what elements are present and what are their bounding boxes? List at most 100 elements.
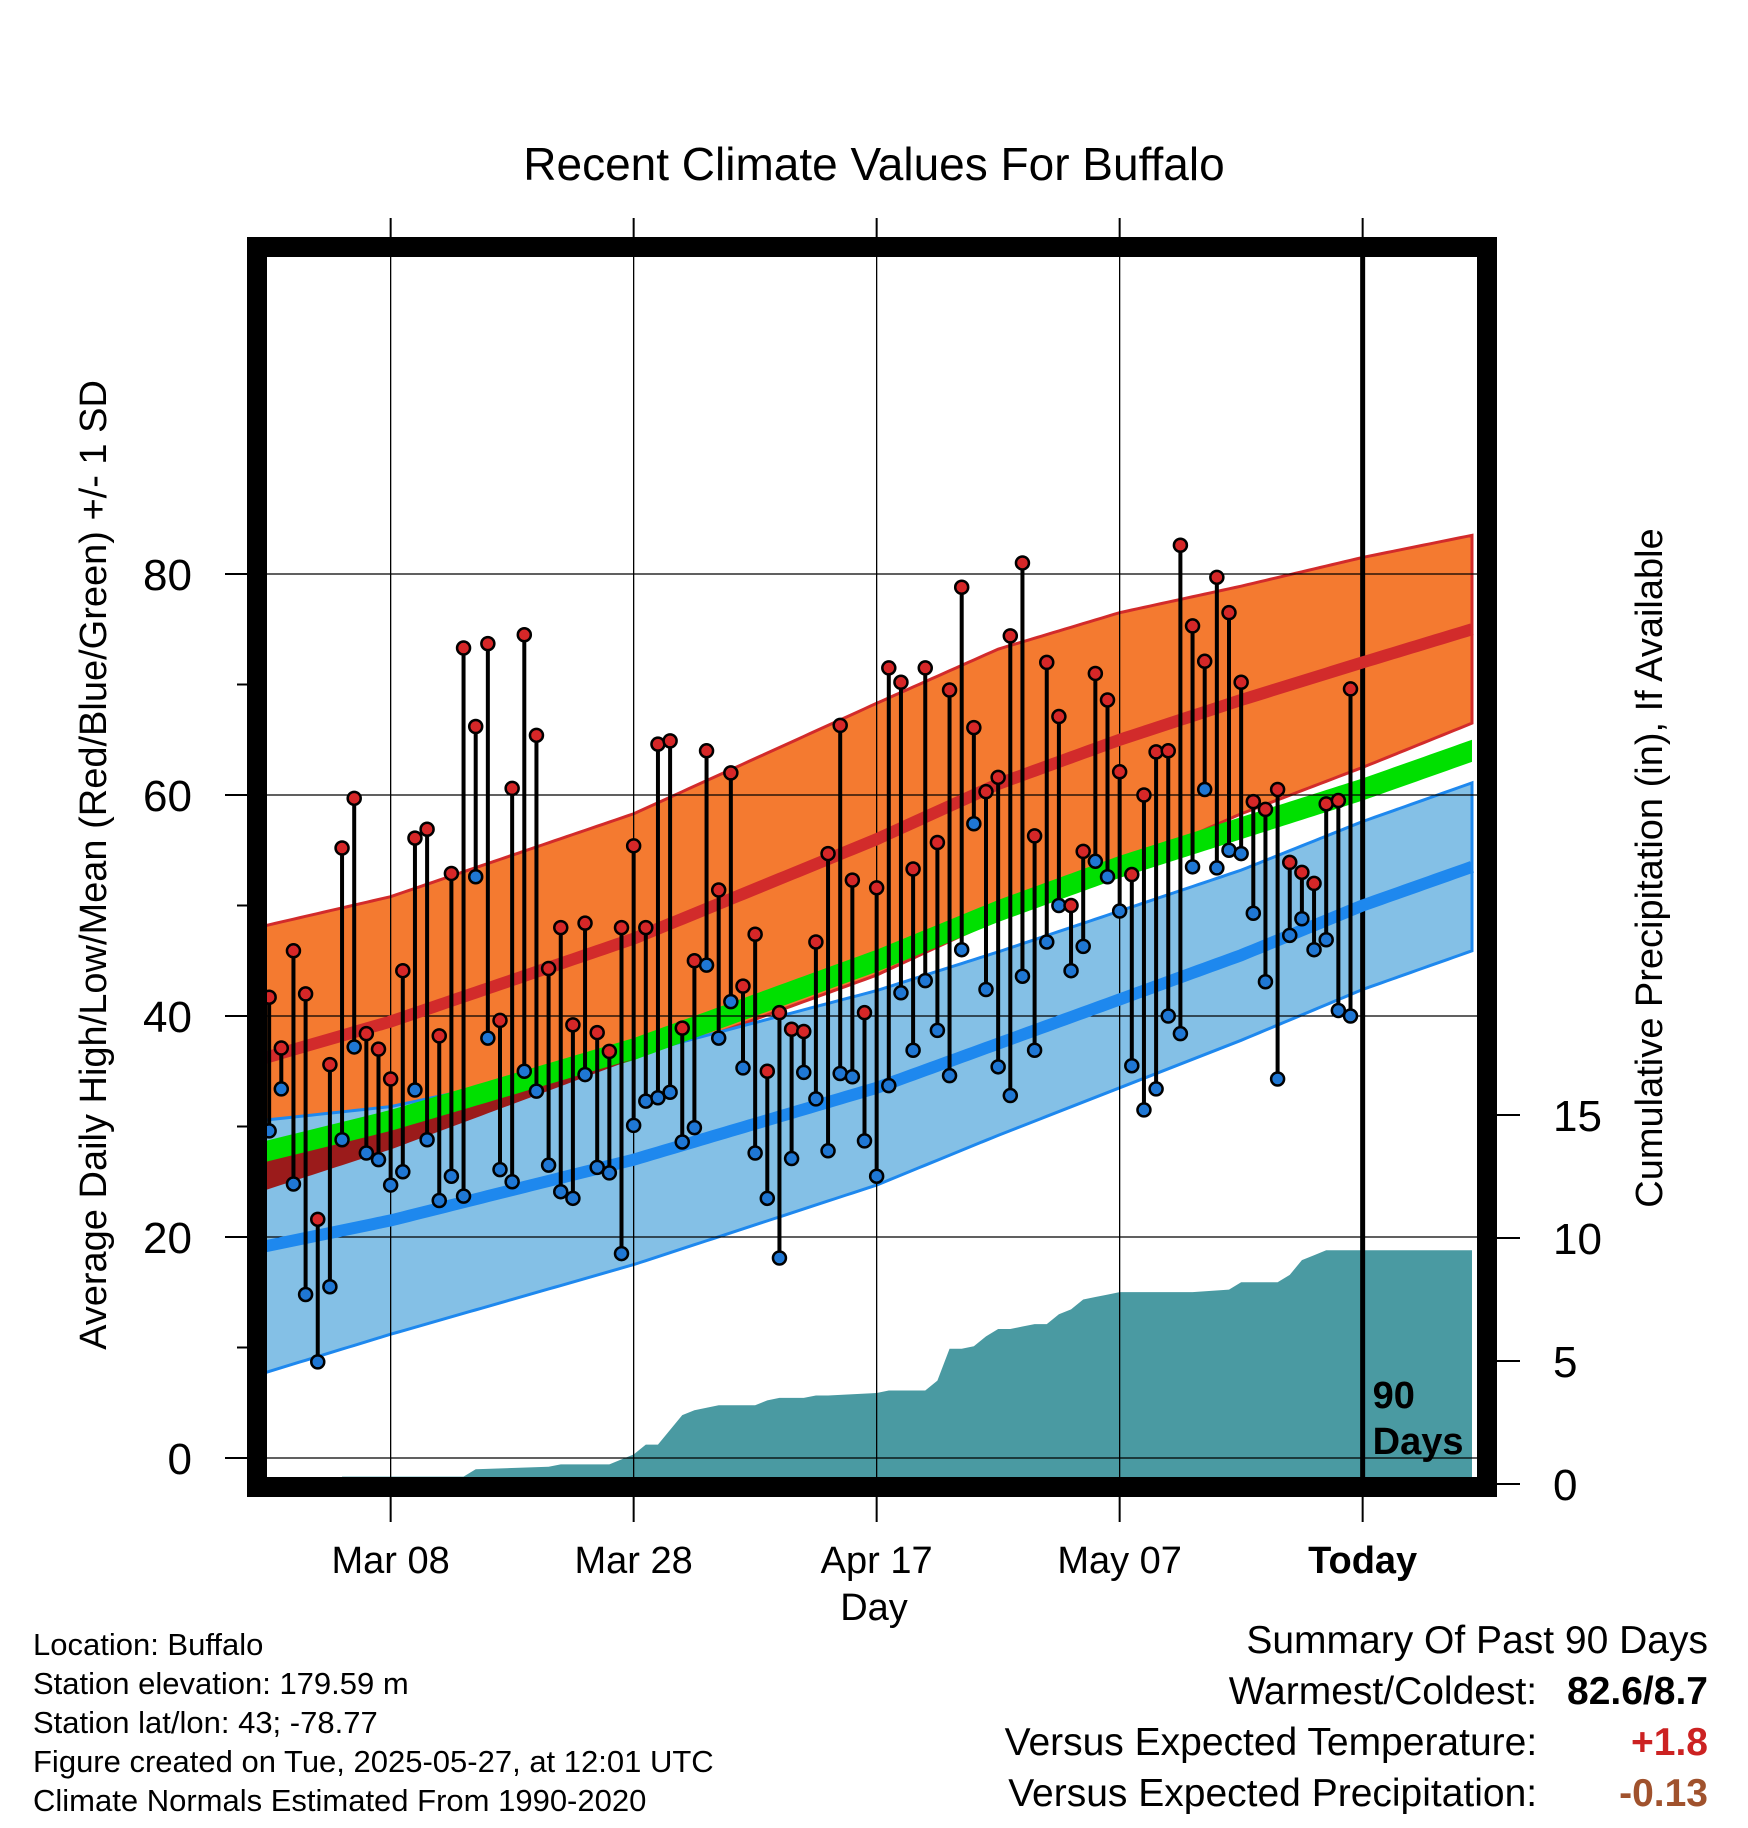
- high-point: [1026, 828, 1043, 844]
- low-point: [480, 1030, 496, 1046]
- low-point: [966, 815, 982, 832]
- high-point: [1233, 674, 1249, 691]
- low-point: [322, 1278, 338, 1295]
- high-normal-line: [257, 623, 1474, 1066]
- low-point: [1039, 934, 1055, 950]
- low-point: [1184, 859, 1201, 875]
- y-left-tick-label: 40: [143, 993, 192, 1042]
- high-point: [893, 674, 909, 691]
- low-point: [808, 1091, 824, 1107]
- precipitation-area: [257, 1250, 1472, 1484]
- high-point: [540, 960, 557, 977]
- low-point: [285, 1176, 302, 1192]
- summary-label: Versus Expected Temperature:: [1004, 1721, 1538, 1764]
- high-point: [1282, 854, 1298, 871]
- high-point: [1136, 787, 1152, 803]
- high-point: [273, 1040, 290, 1056]
- low-point: [710, 1030, 727, 1046]
- low-point: [492, 1161, 508, 1178]
- low-point: [1111, 903, 1128, 919]
- high-point: [310, 1211, 326, 1228]
- y-left-tick-label: 0: [168, 1435, 192, 1484]
- low-point: [1269, 1071, 1286, 1087]
- low-point: [1087, 853, 1104, 870]
- low-point: [1330, 1002, 1347, 1019]
- high-point: [504, 780, 520, 797]
- low-point: [504, 1174, 520, 1190]
- low-point: [310, 1354, 326, 1370]
- low-point: [1124, 1057, 1140, 1074]
- low-point: [1306, 941, 1322, 958]
- summary-value: +1.8: [1631, 1721, 1708, 1764]
- low-point: [431, 1192, 447, 1209]
- high-point: [674, 1020, 690, 1036]
- location-line: Location: Buffalo: [33, 1627, 264, 1662]
- x-tick-label: Today: [1308, 1540, 1417, 1582]
- low-point: [783, 1150, 800, 1167]
- x-tick-label: Mar 08: [332, 1540, 450, 1582]
- high-point: [1257, 801, 1274, 818]
- low-point: [759, 1190, 776, 1207]
- summary-row-precipitation: Versus Expected Precipitation: -0.13: [1005, 1768, 1708, 1819]
- x-tick-label: Mar 28: [575, 1540, 693, 1582]
- high-point: [978, 783, 994, 800]
- low-point: [978, 981, 994, 998]
- summary-heading: Summary Of Past 90 Days: [1246, 1619, 1708, 1662]
- high-point: [1063, 897, 1079, 914]
- high-point: [905, 861, 921, 877]
- summary-label: Warmest/Coldest:: [1228, 1670, 1538, 1713]
- high-point: [1221, 604, 1237, 621]
- low-point: [856, 1133, 873, 1149]
- summary-value: 82.6/8.7: [1567, 1670, 1708, 1713]
- low-point: [334, 1132, 350, 1148]
- low-point: [1209, 860, 1225, 876]
- low-point: [990, 1059, 1006, 1075]
- low-point: [1257, 973, 1274, 990]
- low-point: [698, 957, 715, 973]
- high-point: [820, 845, 836, 862]
- high-point: [1306, 875, 1322, 892]
- high-point: [941, 682, 958, 698]
- low-point: [1160, 1008, 1176, 1024]
- low-point: [1294, 911, 1310, 927]
- low-point: [1233, 845, 1249, 862]
- high-point: [480, 635, 496, 652]
- low-point: [747, 1145, 763, 1161]
- low-point: [297, 1286, 314, 1303]
- high-point: [419, 821, 435, 838]
- low-point: [1063, 962, 1079, 979]
- today-span-label: 90 Days: [1373, 1375, 1464, 1463]
- low-point: [1196, 781, 1213, 798]
- low-point: [455, 1188, 472, 1204]
- high-point: [467, 718, 484, 735]
- normals-line: Climate Normals Estimated From 1990-2020: [33, 1783, 647, 1818]
- high-point: [638, 919, 654, 936]
- low-point: [1148, 1081, 1164, 1097]
- low-point: [577, 1066, 593, 1083]
- high-point: [1087, 665, 1104, 682]
- high-point: [492, 1012, 508, 1029]
- low-point: [273, 1081, 290, 1097]
- high-point: [577, 915, 593, 931]
- high-point: [334, 840, 350, 856]
- high-point: [1269, 781, 1286, 798]
- low-point: [443, 1168, 460, 1184]
- high-point: [431, 1028, 447, 1044]
- low-point: [650, 1090, 666, 1106]
- x-axis-label: Day: [840, 1587, 908, 1629]
- high-point: [953, 579, 970, 596]
- high-point: [1342, 681, 1359, 697]
- high-point: [516, 627, 533, 643]
- high-point: [844, 872, 861, 888]
- low-point: [625, 1117, 642, 1134]
- high-point: [613, 919, 630, 936]
- high-point: [832, 717, 848, 734]
- high-point: [1014, 555, 1031, 571]
- low-point: [516, 1063, 533, 1079]
- low-point: [893, 985, 909, 1001]
- high-point: [710, 882, 727, 898]
- low-point: [929, 1022, 946, 1039]
- low-point: [540, 1157, 557, 1173]
- high-point: [443, 865, 460, 882]
- low-point: [881, 1077, 897, 1094]
